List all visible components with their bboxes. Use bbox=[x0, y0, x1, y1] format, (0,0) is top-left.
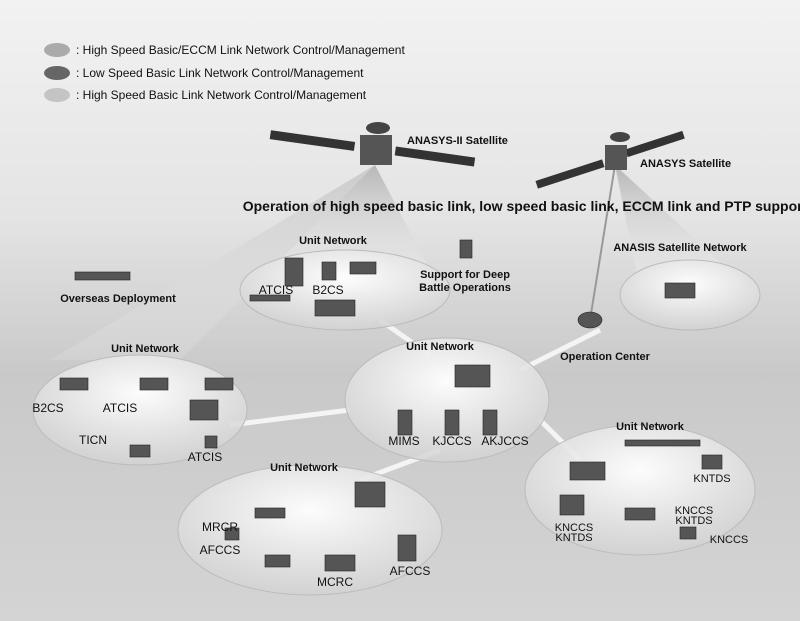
satellite-label: ANASYS Satellite bbox=[640, 158, 731, 170]
equipment-label: MRCR bbox=[202, 520, 238, 534]
legend-swatch bbox=[44, 66, 70, 80]
equipment-label: ATCIS bbox=[188, 450, 222, 464]
equipment-label: KJCCS bbox=[432, 434, 471, 448]
headline: Operation of high speed basic link, low … bbox=[243, 198, 800, 214]
equipment-label: KNTDS bbox=[693, 473, 730, 485]
equipment-label: B2CS bbox=[32, 401, 63, 415]
equipment-label: MIMS bbox=[388, 434, 419, 448]
diagram: : High Speed Basic/ECCM Link Network Con… bbox=[0, 0, 800, 621]
annotation: Operation Center bbox=[560, 351, 651, 363]
network-title: Unit Network bbox=[616, 421, 685, 433]
equipment-label: TICN bbox=[79, 433, 107, 447]
satellite-label: ANASYS-II Satellite bbox=[407, 135, 508, 147]
equipment-label: AKJCCS bbox=[481, 434, 528, 448]
equipment-label: KNCCS bbox=[710, 534, 749, 546]
legend-swatch bbox=[44, 88, 70, 102]
legend-label: : Low Speed Basic Link Network Control/M… bbox=[76, 66, 364, 80]
equipment-label: MCRC bbox=[317, 575, 353, 589]
annotation: Overseas Deployment bbox=[60, 293, 176, 305]
equipment-label: AFCCS bbox=[200, 543, 241, 557]
network-title: Unit Network bbox=[270, 462, 339, 474]
network-title: Unit Network bbox=[299, 235, 368, 247]
network-title: Unit Network bbox=[111, 343, 180, 355]
legend-label: : High Speed Basic/ECCM Link Network Con… bbox=[76, 43, 405, 57]
equipment-label: B2CS bbox=[312, 283, 343, 297]
equipment-label: ATCIS bbox=[259, 283, 293, 297]
equipment-label: AFCCS bbox=[390, 564, 431, 578]
legend-label: : High Speed Basic Link Network Control/… bbox=[76, 88, 367, 102]
annotation: ANASIS Satellite Network bbox=[613, 242, 747, 254]
network-title: Unit Network bbox=[406, 341, 475, 353]
legend-swatch bbox=[44, 43, 70, 57]
equipment-label: ATCIS bbox=[103, 401, 137, 415]
